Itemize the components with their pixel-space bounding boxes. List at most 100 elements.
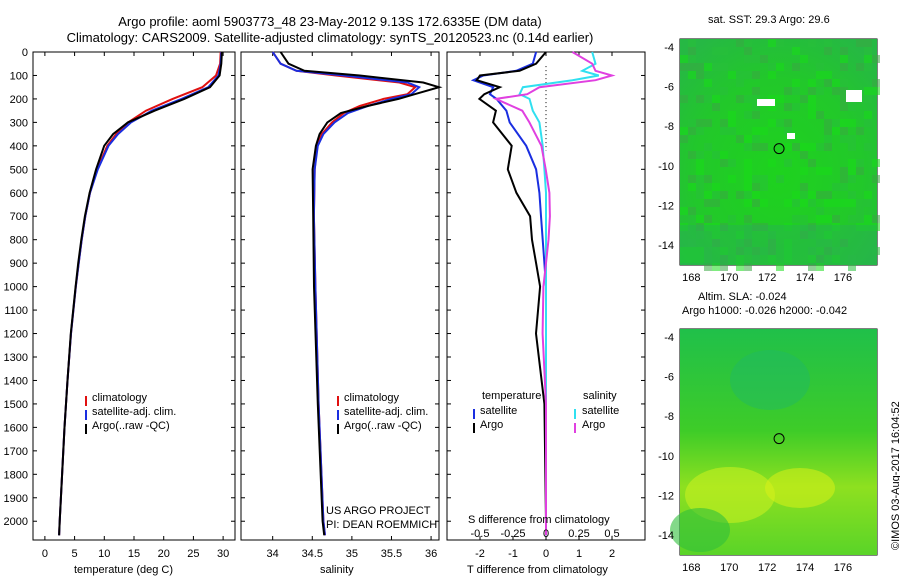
sla-map-ytick-label: -10 [658, 451, 674, 463]
depth-tick-label: 1600 [4, 422, 28, 434]
depth-tick-label: 1300 [4, 352, 28, 364]
sst-cell [712, 47, 720, 55]
sst-cell [680, 135, 688, 143]
sst-cell [768, 63, 776, 71]
sst-cell [808, 263, 816, 271]
sst-cell [824, 199, 832, 207]
sst-cell [840, 183, 848, 191]
sst-cell [696, 175, 704, 183]
sst-cell [704, 255, 712, 263]
temperature-xtick-label: 5 [72, 548, 78, 560]
salinity-xlabel: salinity [320, 564, 354, 576]
sst-cell [824, 191, 832, 199]
sla-map-argo-marker [773, 433, 785, 445]
sla-map-xtick-label: 172 [758, 562, 776, 574]
sst-cell [760, 143, 768, 151]
sst-cell [856, 207, 864, 215]
sst-cell [728, 159, 736, 167]
sst-cell [704, 263, 712, 271]
sal-legend-clim: climatology [344, 392, 400, 404]
sal-annotation-pi: PI: DEAN ROEMMICH [326, 519, 438, 531]
sst-cell [784, 199, 792, 207]
sst-cell [704, 199, 712, 207]
sst-cell [752, 135, 760, 143]
sst-cell [696, 183, 704, 191]
sst-cell [808, 223, 816, 231]
sst-cell [792, 191, 800, 199]
sst-cell [760, 127, 768, 135]
sst-cell [872, 55, 880, 63]
sst-cell [800, 215, 808, 223]
sst-cell [728, 127, 736, 135]
salinity-series-0 [271, 51, 418, 536]
sst-cell [800, 223, 808, 231]
sst-cell [736, 95, 744, 103]
sst-cell [808, 159, 816, 167]
sst-map-title: sat. SST: 29.3 Argo: 29.6 [708, 14, 830, 26]
sst-map-ytick-label: -10 [658, 161, 674, 173]
sdiff-tick-label: -0.5 [471, 528, 490, 540]
sst-cell [848, 119, 856, 127]
sst-cell [800, 231, 808, 239]
sst-cell [712, 63, 720, 71]
sst-cell [856, 167, 864, 175]
chart-title-line1: Argo profile: aoml 5903773_48 23-May-201… [118, 14, 542, 29]
sst-cell [848, 167, 856, 175]
salinity-xtick-label: 34.5 [302, 548, 323, 560]
depth-tick-label: 700 [10, 211, 28, 223]
sst-cell [720, 263, 728, 271]
sst-cell [792, 199, 800, 207]
sst-cell [848, 143, 856, 151]
sst-cell [752, 55, 760, 63]
temperature-series-0 [58, 51, 222, 536]
sst-cell [808, 255, 816, 263]
differences-xtick-label: -1 [508, 548, 518, 560]
sst-cell [832, 87, 840, 95]
sst-cell [784, 159, 792, 167]
sst-cell [832, 199, 840, 207]
sst-cell [744, 159, 752, 167]
sst-cell [768, 39, 776, 47]
sst-map-xtick-label: 172 [758, 272, 776, 284]
sst-cell [832, 215, 840, 223]
sst-cell [680, 95, 688, 103]
differences-series-2 [518, 51, 600, 536]
sst-cell [752, 199, 760, 207]
sst-cell [856, 215, 864, 223]
sst-cell [832, 127, 840, 135]
sst-cell [840, 175, 848, 183]
sst-cell [856, 159, 864, 167]
depth-tick-label: 1400 [4, 375, 28, 387]
temperature-xtick-label: 20 [158, 548, 170, 560]
sst-cell [728, 215, 736, 223]
sst-cell [688, 207, 696, 215]
sst-cell [736, 135, 744, 143]
sst-cell [760, 55, 768, 63]
temperature-xtick-label: 15 [128, 548, 140, 560]
sst-cell [688, 183, 696, 191]
sst-cell [768, 103, 776, 111]
sst-cell [712, 103, 720, 111]
sst-cell [752, 103, 760, 111]
sdiff-tick-label: -0.25 [500, 528, 525, 540]
sst-cell [680, 247, 688, 255]
temperature-xtick-label: 25 [187, 548, 199, 560]
sst-cell [816, 263, 824, 271]
sal-legend-sat: satellite-adj. clim. [344, 406, 429, 418]
sst-cell [720, 151, 728, 159]
differences-xtick-label: 0 [543, 548, 549, 560]
sst-cell [784, 119, 792, 127]
sst-cell [688, 39, 696, 47]
sst-cell [848, 175, 856, 183]
sla-map-xtick-label: 170 [720, 562, 738, 574]
differences-series-0 [470, 51, 547, 536]
differences-xtick-label: -2 [475, 548, 485, 560]
sst-map-xtick-label: 170 [720, 272, 738, 284]
sst-map-xtick-label: 176 [834, 272, 852, 284]
sst-cell [784, 239, 792, 247]
sst-cell [792, 79, 800, 87]
depth-tick-label: 100 [10, 70, 28, 82]
sst-cell [696, 223, 704, 231]
sst-map-ytick-label: -14 [658, 240, 674, 252]
